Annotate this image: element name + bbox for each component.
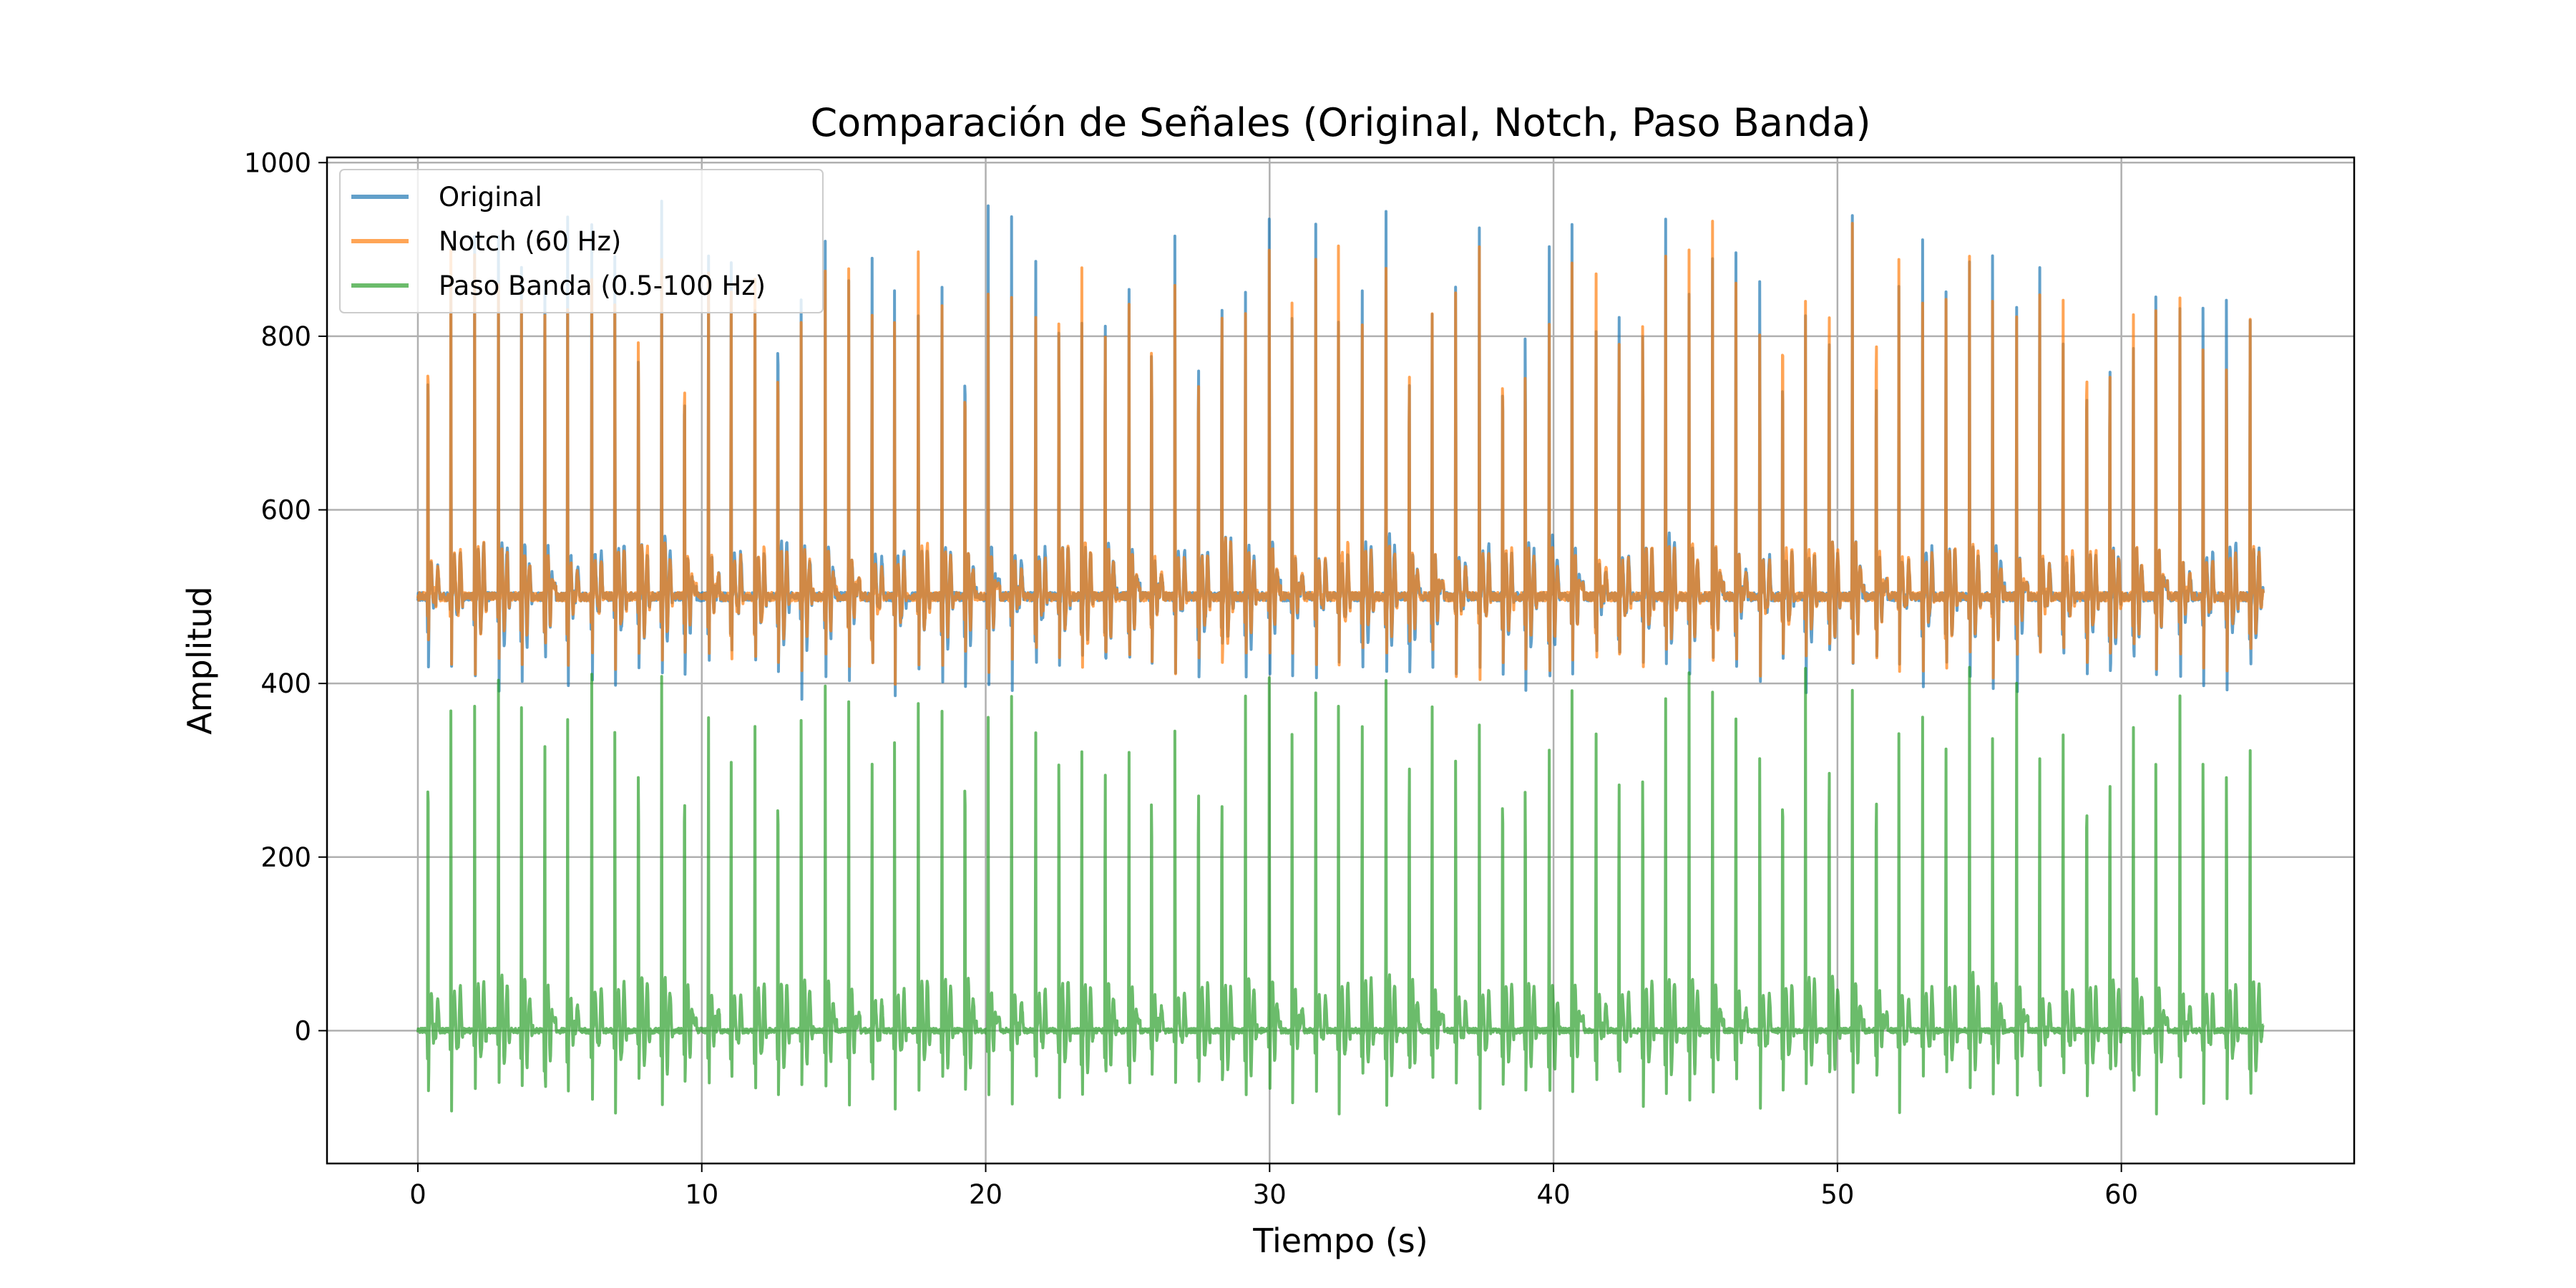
x-tick-label: 30 [1253,1179,1287,1210]
y-tick-label: 0 [294,1015,311,1046]
series-line-3 [416,665,2265,1116]
y-tick-label: 800 [260,321,311,352]
legend-box [339,169,824,313]
x-tick-label: 40 [1537,1179,1571,1210]
x-tick-label: 10 [685,1179,718,1210]
series-line-2 [416,220,2265,686]
series-lines [416,200,2265,1116]
legend: Original Notch (60 Hz) Paso Banda (0.5-100… [339,169,824,313]
y-axis-label: Amplitud [180,586,219,734]
x-tick-label: 20 [969,1179,1002,1210]
x-axis-label: Tiempo (s) [1252,1221,1428,1260]
y-tick-label: 200 [260,842,311,873]
chart-title: Comparación de Señales (Original, Notch,… [810,100,1870,145]
y-tick-label: 400 [260,668,311,699]
legend-label: Notch (60 Hz) [439,226,621,257]
y-tick-label: 600 [260,495,311,526]
legend-label: Original [439,182,542,213]
y-tick-label: 1000 [244,147,311,178]
plot-frame [326,156,2356,1165]
x-tick-label: 60 [2104,1179,2138,1210]
x-tick-label: 50 [1820,1179,1854,1210]
x-tick-label: 0 [409,1179,426,1210]
legend-label: Paso Banda (0.5-100 Hz) [439,270,766,301]
